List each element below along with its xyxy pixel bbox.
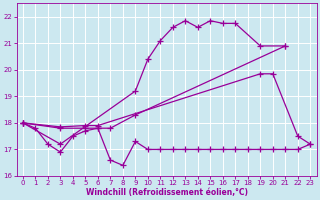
X-axis label: Windchill (Refroidissement éolien,°C): Windchill (Refroidissement éolien,°C) [85, 188, 248, 197]
